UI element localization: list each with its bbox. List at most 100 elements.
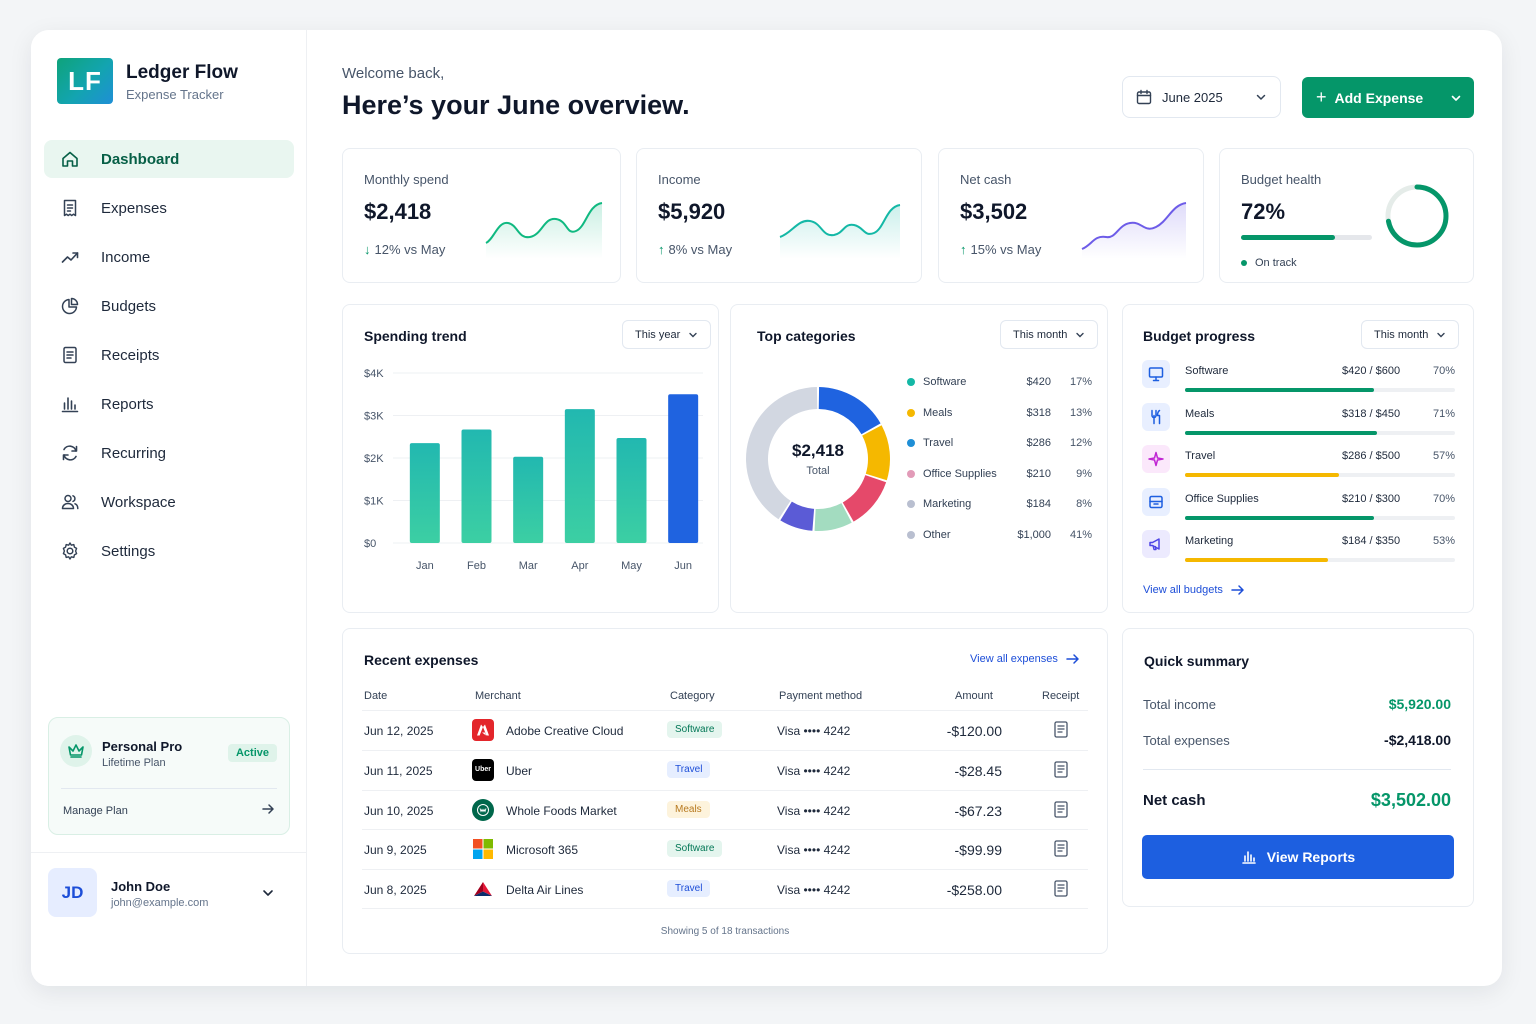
sidebar-item-budgets[interactable]: Budgets xyxy=(44,287,294,325)
sidebar-item-settings[interactable]: Settings xyxy=(44,532,294,570)
table-row[interactable]: Jun 9, 2025 Microsoft 365 Software Visa •••… xyxy=(362,829,1088,869)
sidebar-item-receipts[interactable]: Receipts xyxy=(44,336,294,374)
sidebar-item-reports[interactable]: Reports xyxy=(44,385,294,423)
column-header-payment-method[interactable]: Payment method xyxy=(779,690,863,702)
receipt-icon[interactable] xyxy=(1054,721,1068,743)
plan-card: Personal Pro Lifetime Plan Active Manage… xyxy=(48,717,290,835)
bar-may[interactable] xyxy=(616,438,647,543)
receipt-icon[interactable] xyxy=(1054,761,1068,783)
legend-item[interactable]: Travel xyxy=(907,437,953,449)
arrow-up-icon: ↑ xyxy=(960,242,967,257)
budget-progress-bar xyxy=(1185,388,1455,392)
donut-slice-software[interactable] xyxy=(818,387,881,435)
brand-logo[interactable]: LF xyxy=(57,58,113,104)
budget-row-marketing[interactable]: Marketing $184 / $350 53% xyxy=(1142,530,1455,562)
view-all-budgets-link[interactable]: View all budgets xyxy=(1143,584,1245,596)
stat-change: ↓ 12% vs May xyxy=(364,242,445,257)
stat-value: $3,502 xyxy=(960,199,1028,224)
view-all-expenses-link[interactable]: View all expenses xyxy=(970,653,1080,665)
legend-item[interactable]: Meals xyxy=(907,407,952,419)
expense-date: Jun 11, 2025 xyxy=(364,763,433,778)
total-income-value: $5,920.00 xyxy=(1388,696,1451,712)
expense-merchant: Whole Foods Market xyxy=(506,803,617,818)
budget-amount: $318 / $450 xyxy=(1342,407,1401,420)
budget-name: Meals xyxy=(1185,407,1215,420)
month-selector[interactable]: June 2025 xyxy=(1122,76,1281,118)
month-selector-label: June 2025 xyxy=(1162,89,1223,105)
divider xyxy=(31,852,307,853)
budget-row-travel[interactable]: Travel $286 / $500 57% xyxy=(1142,445,1455,477)
sidebar-item-recurring[interactable]: Recurring xyxy=(44,434,294,472)
column-header-merchant[interactable]: Merchant xyxy=(475,690,521,702)
bar-jan[interactable] xyxy=(409,443,440,543)
chevron-down-icon xyxy=(1437,332,1446,337)
column-header-category[interactable]: Category xyxy=(670,690,715,702)
budget-percent: 70% xyxy=(1432,365,1455,377)
home-icon xyxy=(62,151,78,167)
stat-change-suffix: vs May xyxy=(690,242,733,257)
quick-summary-card: Quick summary Total income $5,920.00 Tot… xyxy=(1122,628,1474,907)
receipt-icon[interactable] xyxy=(1054,800,1068,823)
stat-change-percent: 15% xyxy=(970,242,997,257)
budget-progress-fill xyxy=(1185,515,1374,520)
legend-item[interactable]: Software xyxy=(907,376,966,388)
add-expense-button[interactable]: + Add Expense xyxy=(1302,77,1474,118)
sidebar-item-dashboard[interactable]: Dashboard xyxy=(44,140,294,178)
category-badge: Software xyxy=(667,721,723,738)
legend-dot-icon xyxy=(907,500,915,508)
budget-row-office-supplies[interactable]: Office Supplies $210 / $300 70% xyxy=(1142,487,1455,520)
app-window: LF Ledger Flow Expense Tracker Dashboard… xyxy=(31,30,1502,986)
chevron-down-icon[interactable] xyxy=(261,886,275,905)
donut-slice-office-supplies[interactable] xyxy=(814,503,852,531)
top-categories-filter[interactable]: This month xyxy=(1000,320,1099,349)
legend-amount: $184 xyxy=(1026,498,1051,510)
column-header-receipt[interactable]: Receipt xyxy=(1042,690,1080,702)
legend-name: Software xyxy=(923,376,967,388)
bar-feb[interactable] xyxy=(461,429,492,543)
donut-slice-marketing[interactable] xyxy=(780,501,815,531)
view-reports-button[interactable]: View Reports xyxy=(1142,835,1454,879)
bar-mar[interactable] xyxy=(513,456,544,543)
legend-item[interactable]: Other xyxy=(907,529,951,541)
donut-slice-other[interactable] xyxy=(746,387,818,520)
sidebar-item-label: Dashboard xyxy=(101,150,180,168)
column-header-date[interactable]: Date xyxy=(364,690,388,702)
donut-slice-meals[interactable] xyxy=(862,425,890,481)
expense-amount: -$67.23 xyxy=(954,802,1002,819)
sidebar-item-workspace[interactable]: Workspace xyxy=(44,483,294,521)
legend-amount: $1,000 xyxy=(1017,528,1051,541)
bar-jun[interactable] xyxy=(668,394,699,543)
legend-name: Other xyxy=(923,528,951,541)
sidebar-item-income[interactable]: Income xyxy=(44,238,294,276)
table-row[interactable]: Jun 11, 2025 Uber Uber Travel Visa •••• 4242… xyxy=(362,749,1088,790)
legend-dot-icon xyxy=(907,378,915,386)
spending-trend-filter[interactable]: This year xyxy=(622,320,712,349)
receipt-icon[interactable] xyxy=(1054,840,1068,862)
sidebar-item-expenses[interactable]: Expenses xyxy=(44,189,294,227)
legend-percent: 12% xyxy=(1069,437,1092,449)
manage-plan-link[interactable]: Manage Plan xyxy=(63,805,128,817)
budget-progress-filter[interactable]: This month xyxy=(1361,320,1460,349)
receipt-icon[interactable] xyxy=(1054,880,1068,902)
table-row[interactable]: Jun 10, 2025 Whole Foods Market Meals Visa … xyxy=(362,789,1088,830)
stat-change: ↑ 8% vs May xyxy=(658,242,732,257)
filter-label: This year xyxy=(635,328,681,341)
arrow-right-icon[interactable] xyxy=(261,802,275,821)
donut-slice-travel[interactable] xyxy=(842,475,887,522)
legend-item[interactable]: Marketing xyxy=(907,498,971,510)
budget-row-software[interactable]: Software $420 / $600 70% xyxy=(1142,360,1455,392)
avatar[interactable]: JD xyxy=(48,868,97,917)
table-row[interactable]: Jun 12, 2025 Adobe Creative Cloud Software… xyxy=(362,710,1088,750)
column-header-amount[interactable]: Amount xyxy=(955,690,993,702)
table-row[interactable]: Jun 8, 2025 Delta Air Lines Travel Visa •••… xyxy=(362,869,1088,909)
stat-change-percent: 8% xyxy=(668,242,688,257)
whole-foods-logo-icon xyxy=(472,798,494,821)
receipt-icon xyxy=(63,199,77,217)
bar-apr[interactable] xyxy=(564,409,595,543)
expense-payment-method: Visa •••• 4242 xyxy=(777,724,851,738)
budget-row-meals[interactable]: Meals $318 / $450 71% xyxy=(1142,402,1455,435)
expense-date: Jun 9, 2025 xyxy=(364,843,427,858)
legend-item[interactable]: Office Supplies xyxy=(907,468,997,480)
budget-health-fill xyxy=(1241,235,1336,240)
chevron-down-icon[interactable] xyxy=(1450,92,1462,104)
